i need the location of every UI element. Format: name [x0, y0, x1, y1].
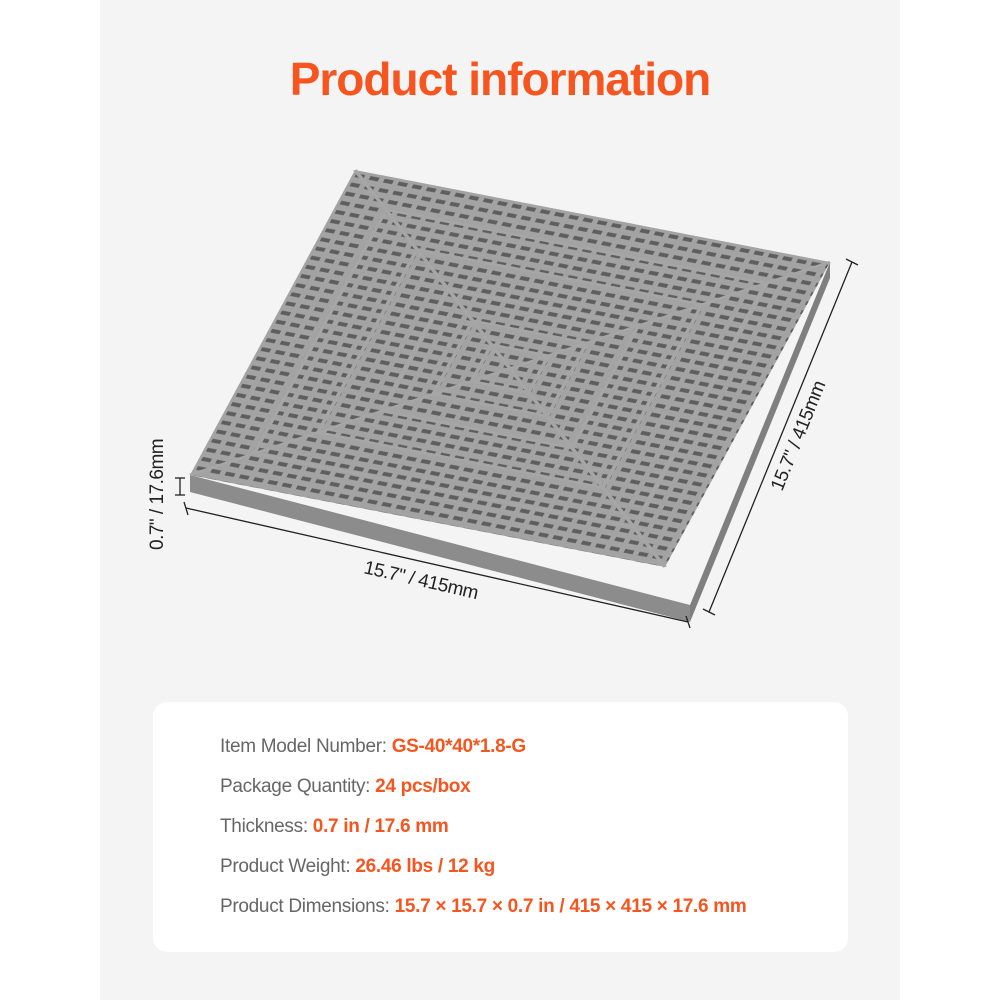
- spec-weight: Product Weight: 26.46 lbs / 12 kg: [220, 856, 495, 878]
- width-label: 15.7" / 415mm: [362, 557, 480, 604]
- spec-model: Item Model Number: GS-40*40*1.8-G: [220, 736, 526, 758]
- spec-value: GS-40*40*1.8-G: [391, 736, 526, 757]
- spec-value: 0.7 in / 17.6 mm: [312, 816, 449, 837]
- spec-value: 15.7 × 15.7 × 0.7 in / 415 × 415 × 17.6 …: [394, 896, 747, 917]
- thickness-label: 0.7" / 17.6mm: [147, 439, 168, 550]
- spec-label: Item Model Number:: [220, 736, 387, 757]
- spec-card: Item Model Number: GS-40*40*1.8-G Packag…: [153, 702, 848, 952]
- spec-label: Product Weight:: [220, 856, 351, 877]
- floor-tile: [189, 169, 831, 568]
- tile-edge: [190, 475, 690, 622]
- spec-value: 24 pcs/box: [375, 776, 471, 797]
- tile-edge-right: [690, 262, 830, 622]
- spec-thickness: Thickness: 0.7 in / 17.6 mm: [220, 816, 449, 838]
- page-title: Product information: [289, 53, 712, 105]
- spec-value: 26.46 lbs / 12 kg: [355, 856, 495, 877]
- spec-label: Package Quantity:: [220, 776, 371, 797]
- spec-label: Thickness:: [220, 816, 308, 837]
- dimension-lines: [175, 258, 859, 629]
- spec-dimensions: Product Dimensions: 15.7 × 15.7 × 0.7 in…: [220, 896, 747, 918]
- spec-label: Product Dimensions:: [220, 896, 390, 917]
- spec-quantity: Package Quantity: 24 pcs/box: [220, 776, 471, 798]
